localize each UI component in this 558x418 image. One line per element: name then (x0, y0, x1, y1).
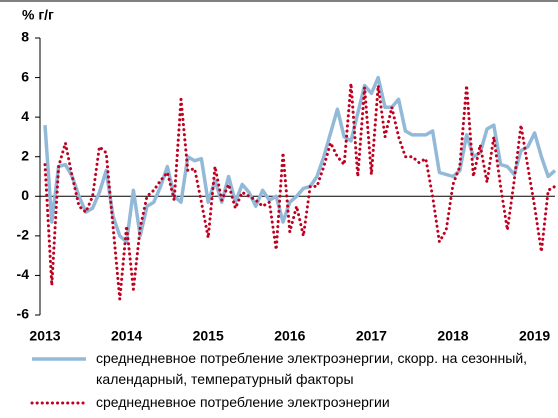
chart: % г/г -6 -4 -2 0 2 4 6 8 2013 2014 2015 2016 2017 201… (0, 0, 558, 344)
legend-swatch (30, 401, 88, 405)
y-tick-label: -4 (17, 266, 30, 282)
y-tick-label: 8 (21, 29, 29, 45)
series-line (43, 75, 557, 244)
x-tick-label: 2015 (193, 328, 224, 344)
x-tick-label: 2017 (356, 328, 387, 344)
y-axis-label: % г/г (22, 7, 54, 23)
y-tick-label: 2 (21, 147, 29, 163)
y-tick-label: 6 (21, 68, 29, 84)
series-line (43, 83, 557, 300)
y-tick-label: -2 (17, 227, 30, 243)
y-tick-label: 0 (21, 187, 29, 203)
x-tick-label: 2019 (519, 328, 550, 344)
x-tick-label: 2013 (29, 328, 60, 344)
y-tick-label: 4 (21, 108, 29, 124)
x-tick-label: 2018 (437, 328, 468, 344)
legend-label: среднедневное потребление электроэнергии (96, 394, 390, 410)
y-tick-label: -6 (17, 306, 30, 322)
x-tick-label: 2016 (274, 328, 305, 344)
legend-swatch (32, 357, 86, 361)
legend-item: среднедневное потребление электроэнергии… (30, 348, 555, 390)
legend-item: среднедневное потребление электроэнергии (30, 392, 555, 413)
legend-label: среднедневное потребление электроэнергии… (96, 350, 528, 387)
legend: среднедневное потребление электроэнергии… (30, 348, 555, 415)
x-tick-label: 2014 (111, 328, 142, 344)
